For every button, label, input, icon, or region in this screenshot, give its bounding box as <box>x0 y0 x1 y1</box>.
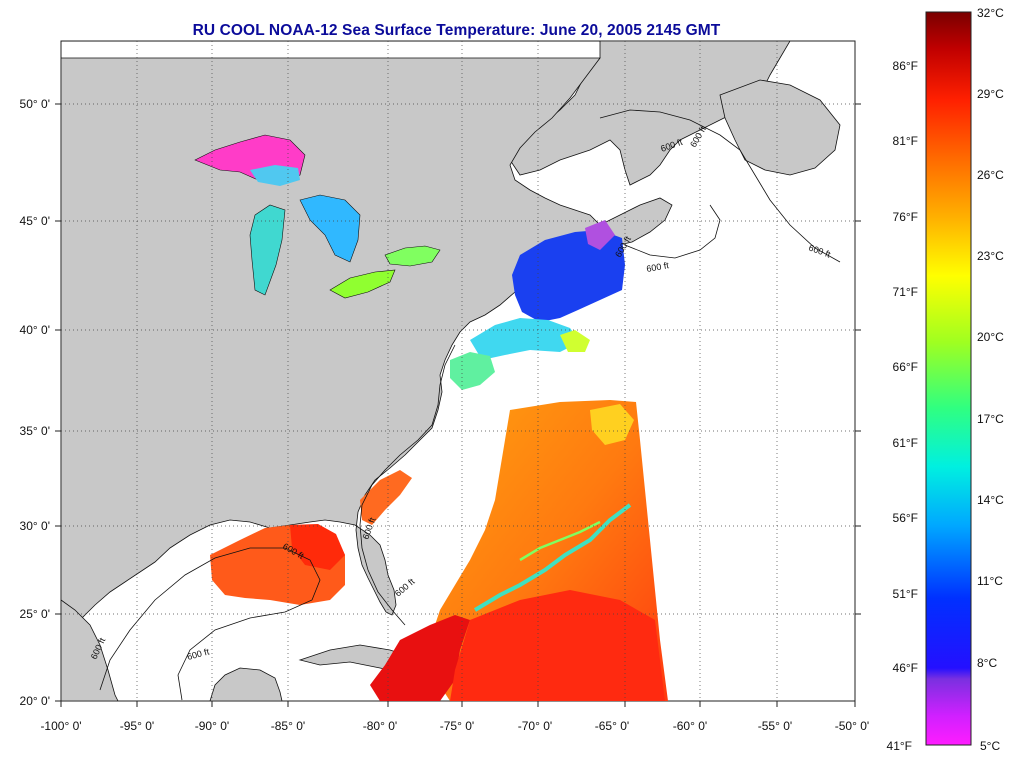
lake-michigan-sst <box>249 204 286 296</box>
lon-tick-label: -75° 0' <box>440 719 474 733</box>
celsius-label: 29°C <box>977 87 1004 101</box>
gulf-of-maine-sst <box>512 230 625 322</box>
lon-tick-label: -70° 0' <box>518 719 552 733</box>
lon-tick-label: -80° 0' <box>363 719 397 733</box>
fahrenheit-label: 41°F <box>887 739 912 753</box>
fahrenheit-label: 46°F <box>893 661 918 675</box>
lat-tick-label: 30° 0' <box>20 519 50 533</box>
lat-tick-label: 25° 0' <box>20 607 50 621</box>
lon-tick-label: -55° 0' <box>758 719 792 733</box>
fahrenheit-label: 76°F <box>893 210 918 224</box>
lon-tick-label: -65° 0' <box>595 719 629 733</box>
lake-superior-east-sst <box>250 165 300 186</box>
gridlines <box>61 41 855 701</box>
celsius-label: 17°C <box>977 412 1004 426</box>
celsius-label: 8°C <box>977 656 997 670</box>
lon-tick-label: -90° 0' <box>195 719 229 733</box>
contour-label: 600 ft <box>646 260 670 274</box>
fahrenheit-label: 86°F <box>893 59 918 73</box>
lat-tick-labels: 20° 0' 25° 0' 30° 0' 35° 0' 40° 0' 45° 0… <box>20 97 50 708</box>
lake-erie-sst <box>329 269 396 299</box>
colorbar-fahrenheit-labels: 86°F 81°F 76°F 71°F 66°F 61°F 56°F 51°F … <box>887 59 918 753</box>
newfoundland-land <box>719 79 841 176</box>
celsius-label: 26°C <box>977 168 1004 182</box>
celsius-label: 11°C <box>977 574 1003 588</box>
gulf-red-core <box>290 524 345 570</box>
fahrenheit-label: 81°F <box>893 134 918 148</box>
lat-tick-label: 50° 0' <box>20 97 50 111</box>
lon-tick-label: -100° 0' <box>40 719 81 733</box>
fahrenheit-label: 66°F <box>893 360 918 374</box>
contour-line <box>599 109 841 263</box>
lon-tick-label: -50° 0' <box>835 719 869 733</box>
contour-line <box>99 547 321 701</box>
fahrenheit-label: 51°F <box>893 587 918 601</box>
lat-tick-label: 45° 0' <box>20 214 50 228</box>
lake-huron-sst <box>299 194 361 263</box>
colorbar-celsius-labels: 32°C 29°C 26°C 23°C 20°C 17°C 14°C 11°C … <box>977 6 1004 753</box>
mid-atlantic-shelf-sst <box>450 352 495 390</box>
colorbar <box>925 11 972 746</box>
southeast-shelf-warm <box>360 470 412 525</box>
frame-ticks <box>55 103 861 707</box>
lat-tick-label: 35° 0' <box>20 424 50 438</box>
fahrenheit-label: 61°F <box>893 436 918 450</box>
caribbean-red-sst <box>370 615 470 701</box>
lon-tick-label: -60° 0' <box>673 719 707 733</box>
lake-ontario-sst <box>384 245 441 267</box>
celsius-label: 23°C <box>977 249 1004 263</box>
warm-eddy-yellow <box>590 404 634 445</box>
map-title: RU COOL NOAA-12 Sea Surface Temperature:… <box>192 22 721 39</box>
shelf-yellow-patch <box>560 330 590 352</box>
lon-tick-label: -85° 0' <box>271 719 305 733</box>
celsius-label: 14°C <box>977 493 1004 507</box>
cool-filament <box>473 503 632 612</box>
cool-filament-2 <box>519 520 601 562</box>
fahrenheit-label: 71°F <box>893 285 918 299</box>
contour-line <box>624 204 721 259</box>
sargasso-red-south <box>450 590 665 701</box>
fahrenheit-label: 56°F <box>893 511 918 525</box>
yucatan-land <box>209 667 283 701</box>
mexico-land <box>61 599 119 701</box>
celsius-label: 20°C <box>977 330 1004 344</box>
celsius-label: 32°C <box>977 6 1004 20</box>
shelf-cool-water <box>470 318 580 360</box>
celsius-label: 5°C <box>980 739 1000 753</box>
lat-tick-label: 40° 0' <box>20 323 50 337</box>
bay-of-fundy-sst <box>585 220 615 250</box>
lon-tick-label: -95° 0' <box>120 719 154 733</box>
lat-tick-label: 20° 0' <box>20 694 50 708</box>
contour-line <box>359 344 456 626</box>
lon-tick-labels: -100° 0' -95° 0' -90° 0' -85° 0' -80° 0'… <box>40 719 869 733</box>
